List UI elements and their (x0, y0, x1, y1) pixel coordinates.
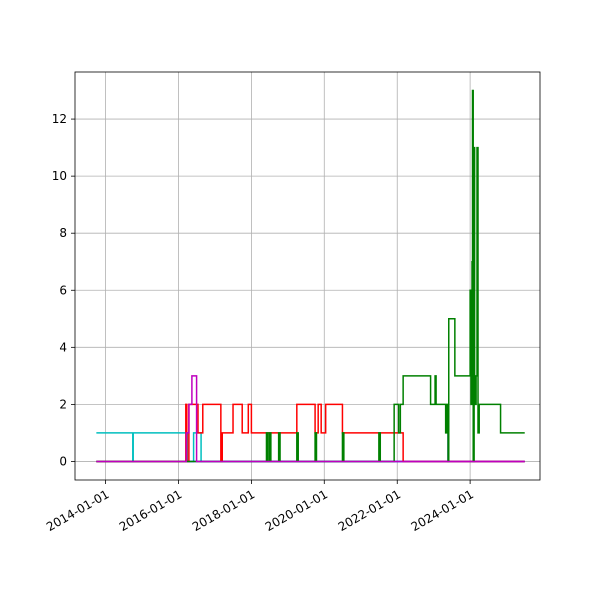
y-tick-label-5: 10 (52, 169, 67, 183)
y-tick-label-4: 8 (59, 226, 67, 240)
y-tick-label-0: 0 (59, 454, 67, 468)
y-tick-label-6: 12 (52, 112, 67, 126)
y-tick-label-3: 6 (59, 283, 67, 297)
series-line-4 (96, 375, 525, 463)
axes-frame (74, 71, 541, 481)
y-tick-label-2: 4 (59, 340, 67, 354)
y-tick-label-1: 2 (59, 397, 67, 411)
